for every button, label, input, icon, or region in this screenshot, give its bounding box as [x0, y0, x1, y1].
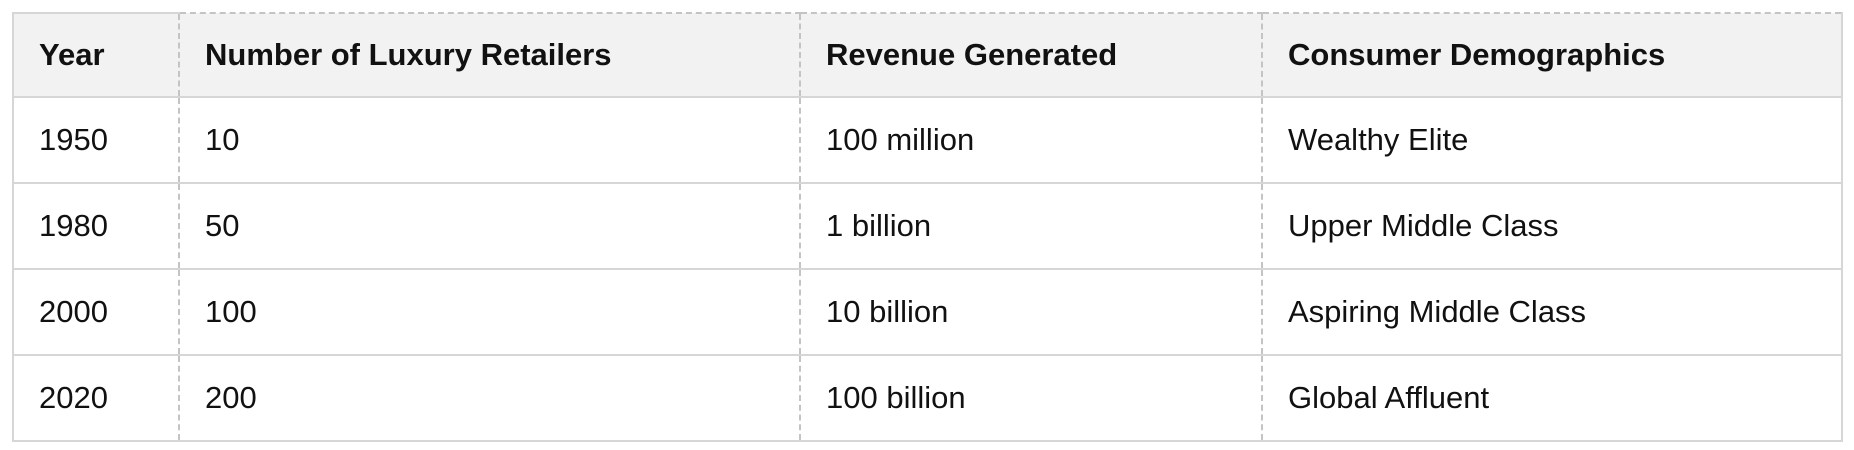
cell-year: 1950 [12, 97, 179, 184]
cell-demographics: Aspiring Middle Class [1261, 269, 1843, 356]
cell-revenue: 100 billion [799, 355, 1262, 442]
cell-retailers: 50 [178, 183, 800, 270]
cell-revenue: 100 million [799, 97, 1262, 184]
cell-demographics: Wealthy Elite [1261, 97, 1843, 184]
data-table-container: Year Number of Luxury Retailers Revenue … [12, 12, 1843, 442]
header-year: Year [12, 12, 179, 98]
cell-year: 2000 [12, 269, 179, 356]
cell-revenue: 1 billion [799, 183, 1262, 270]
table-row: 2000 100 10 billion Aspiring Middle Clas… [12, 269, 1843, 356]
cell-revenue: 10 billion [799, 269, 1262, 356]
table-row: 1980 50 1 billion Upper Middle Class [12, 183, 1843, 270]
cell-demographics: Upper Middle Class [1261, 183, 1843, 270]
cell-retailers: 100 [178, 269, 800, 356]
header-number-of-luxury-retailers: Number of Luxury Retailers [178, 12, 800, 98]
cell-retailers: 10 [178, 97, 800, 184]
table-body: 1950 10 100 million Wealthy Elite 1980 5… [12, 97, 1843, 442]
table-row: 2020 200 100 billion Global Affluent [12, 355, 1843, 442]
header-row: Year Number of Luxury Retailers Revenue … [12, 12, 1843, 98]
cell-year: 1980 [12, 183, 179, 270]
header-revenue-generated: Revenue Generated [799, 12, 1262, 98]
table-header: Year Number of Luxury Retailers Revenue … [12, 12, 1843, 98]
cell-retailers: 200 [178, 355, 800, 442]
table-row: 1950 10 100 million Wealthy Elite [12, 97, 1843, 184]
cell-year: 2020 [12, 355, 179, 442]
header-consumer-demographics: Consumer Demographics [1261, 12, 1843, 98]
cell-demographics: Global Affluent [1261, 355, 1843, 442]
luxury-retail-table: Year Number of Luxury Retailers Revenue … [12, 12, 1843, 442]
